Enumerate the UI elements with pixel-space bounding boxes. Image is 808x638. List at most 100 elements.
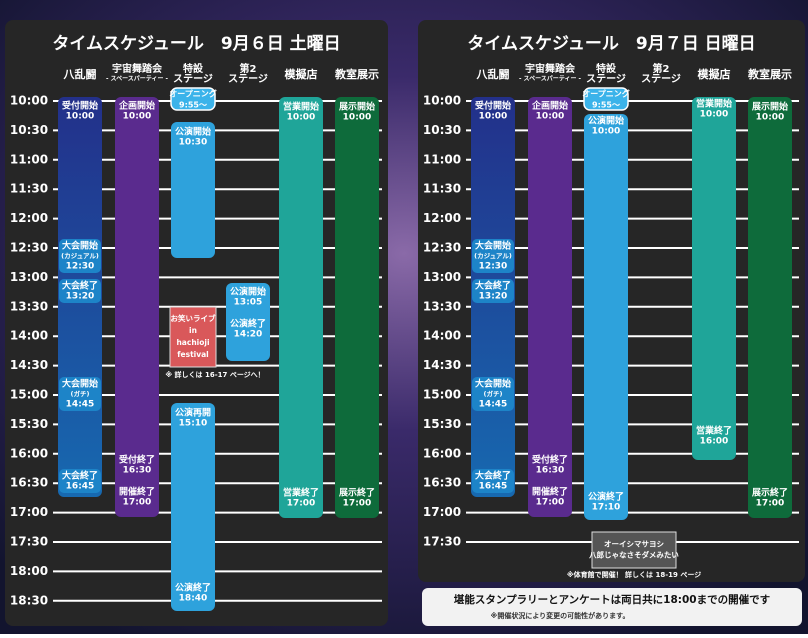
time-label: 17:00 [423,505,461,519]
column-header: 八乱闘 [63,67,97,81]
event-label: 公演終了 [588,491,624,503]
panel-title: タイムスケジュール 9月６日 土曜日 [52,33,340,54]
time-label: 11:30 [423,182,461,196]
event-chip [59,239,101,273]
event-label: 17:00 [536,498,565,508]
event-label: 公演終了 [230,318,266,330]
event-label: 大会終了 [62,470,98,482]
time-label: 10:30 [10,123,48,137]
column-header: - スペースパーティー - [106,75,169,83]
event-label: 9:55～ [592,101,620,110]
event-label: 受付開始 [475,100,511,112]
event-label: 受付終了 [532,454,568,466]
time-label: 13:30 [423,299,461,313]
event-label: 17:00 [756,499,785,509]
event-label: 16:00 [700,437,729,447]
event-label: 企画開始 [118,100,155,112]
event-block [583,87,629,111]
event-block [226,283,270,361]
time-label: 14:30 [10,358,48,372]
event-label: 16:45 [66,482,95,492]
banner [422,588,802,626]
time-label: 15:30 [10,417,48,431]
event-label: 13:20 [66,292,95,302]
time-label: 10:30 [423,123,461,137]
time-label: 14:00 [10,329,48,343]
time-label: 14:30 [423,358,461,372]
event-label: 10:30 [179,138,208,148]
image-label: 八郎じゃなさそダメみたい [588,550,679,560]
event-label: (カジュアル) [61,252,99,260]
time-label: 18:00 [10,564,48,578]
time-label: 17:30 [10,535,48,549]
time-label: 10:00 [423,94,461,108]
column-header: 宇宙舞踏会 [525,62,575,75]
event-label: 大会終了 [475,470,511,482]
event-label: 10:00 [66,112,95,122]
event-label: 10:00 [287,113,316,123]
event-label: 受付開始 [62,100,98,112]
column-header: 八乱闘 [476,67,510,81]
time-label: 18:30 [10,593,48,607]
event-label: 公演終了 [175,582,211,594]
time-label: 12:00 [423,211,461,225]
column-header: 教室展示 [334,67,379,81]
event-label: 14:45 [66,400,95,410]
column-header: 特設 [183,62,204,75]
event-label: 17:00 [343,499,372,509]
event-label: 大会終了 [62,280,98,292]
event-label: 営業開始 [696,98,732,110]
event-chip [472,279,514,303]
event-label: 開催終了 [119,486,155,498]
event-label: 営業開始 [283,101,319,113]
time-label: 17:30 [423,535,461,549]
time-label: 12:30 [423,241,461,255]
event-block [170,87,216,111]
event-label: 公演開始 [175,126,211,138]
event-label: 大会開始 [475,240,511,252]
image-box [591,531,677,569]
event-chip [59,377,101,411]
event-block [748,97,792,518]
time-label: 11:00 [423,152,461,166]
event-label: 10:00 [756,113,785,123]
event-label: 展示終了 [752,487,788,499]
event-block [528,97,572,517]
event-block [692,97,736,460]
event-block [335,97,379,518]
event-label: 12:30 [479,262,508,272]
event-chip [59,279,101,303]
event-label: 展示開始 [752,101,788,113]
time-label: 15:30 [423,417,461,431]
event-chip [59,469,101,493]
event-label: 13:05 [234,298,263,308]
time-label: 16:00 [423,446,461,460]
note: ※体育館で開催！ 詳しくは 18-19 ページ [567,570,701,579]
event-label: (ガチ) [71,389,90,398]
event-label: 14:20 [234,330,263,340]
column-header: 模擬店 [285,67,318,81]
event-label: 10:00 [592,127,621,137]
event-label: 10:00 [343,113,372,123]
time-label: 14:00 [423,329,461,343]
event-label: 16:30 [536,466,565,476]
event-label: 受付終了 [119,454,155,466]
time-label: 16:00 [10,446,48,460]
column-header: 第2 [240,62,257,75]
time-label: 13:00 [423,270,461,284]
time-label: 11:30 [10,182,48,196]
event-label: 大会終了 [475,280,511,292]
event-label: 17:00 [123,498,152,508]
event-label: 16:30 [123,466,152,476]
event-label: 公演開始 [230,286,266,298]
time-label: 12:30 [10,241,48,255]
column-header: ステージ [173,73,213,85]
event-label: 展示開始 [339,101,375,113]
banner-note: ※開催状況により変更の可能性があります。 [491,611,630,620]
column-header: 教室展示 [747,67,792,81]
event-block [171,403,215,611]
note: ※ 詳しくは 16-17 ページへ！ [165,370,264,379]
event-label: 15:10 [179,419,208,429]
time-label: 16:30 [423,476,461,490]
